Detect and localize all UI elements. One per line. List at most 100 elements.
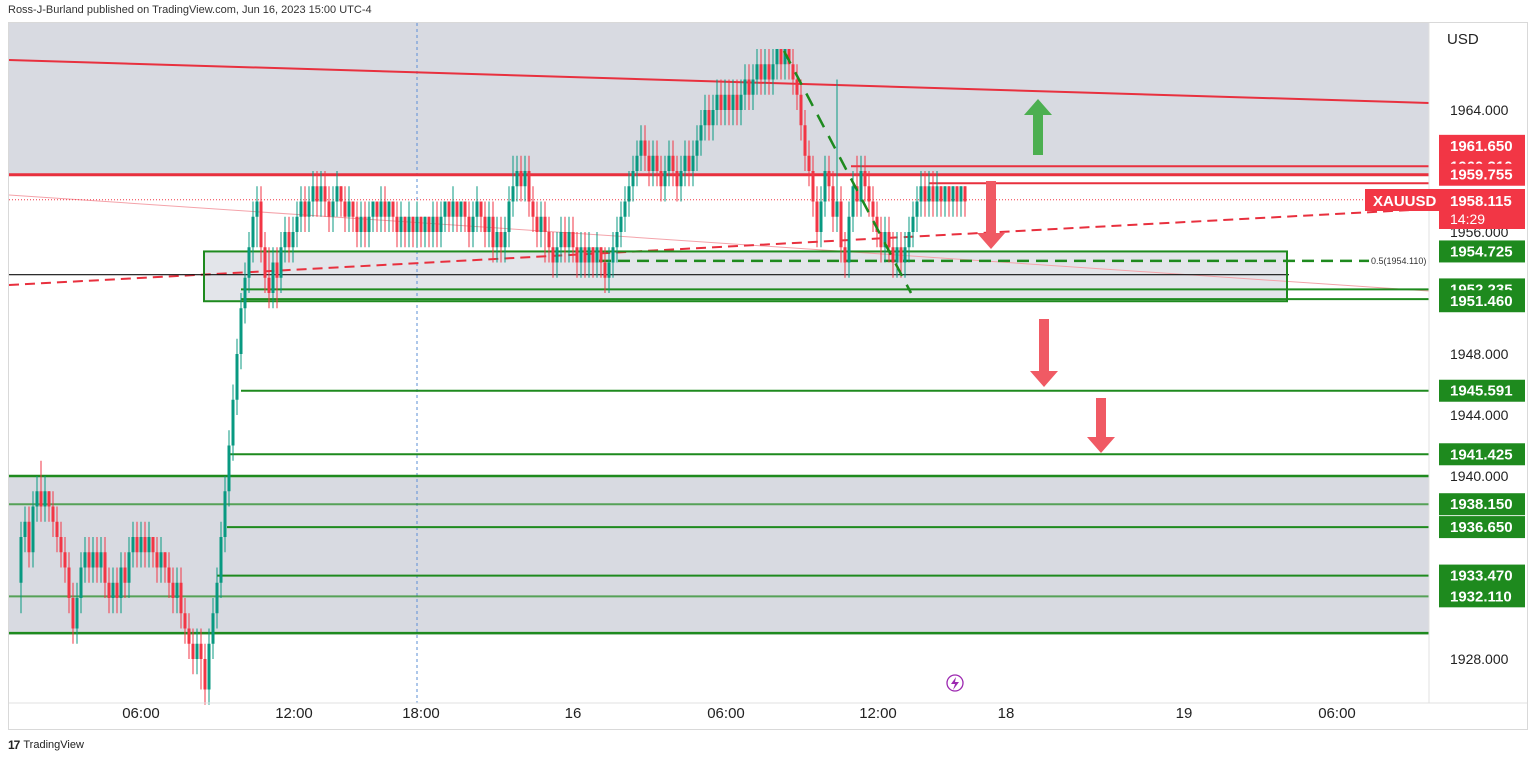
- candle-body: [795, 79, 799, 95]
- candle: [539, 201, 543, 248]
- candle: [503, 216, 507, 263]
- chart-area[interactable]: 0.5(1954.110) USD 1928.000 1940.000 1944.00…: [8, 22, 1528, 730]
- down-arrow-icon-1: [977, 181, 1005, 249]
- candle-body: [571, 232, 575, 248]
- candle-body: [407, 216, 411, 232]
- candle: [627, 171, 631, 217]
- candle: [939, 186, 943, 217]
- candle: [699, 110, 703, 156]
- candle: [891, 232, 895, 278]
- candle-body: [659, 171, 663, 187]
- candle-body: [123, 567, 127, 583]
- candle-body: [711, 110, 715, 126]
- candle-body: [87, 552, 91, 568]
- candle: [255, 186, 259, 248]
- candle-body: [519, 171, 523, 187]
- support-box: [203, 250, 1288, 303]
- candle: [123, 552, 127, 598]
- candle: [531, 186, 535, 232]
- candle: [843, 232, 847, 278]
- candle-body: [319, 186, 323, 202]
- candle-body: [219, 537, 223, 583]
- candle-body: [443, 201, 447, 217]
- candle-body: [667, 155, 671, 171]
- price-badge: 1951.460: [1439, 290, 1525, 313]
- candle-body: [615, 232, 619, 248]
- upper-grey-zone: [9, 23, 1429, 175]
- price-badge: 1961.650: [1439, 134, 1525, 157]
- candle: [563, 216, 567, 263]
- candle-body: [491, 216, 495, 248]
- candle-body: [907, 232, 911, 248]
- price-badge: 1932.110: [1439, 585, 1525, 608]
- swing-dashed-line: [782, 50, 913, 294]
- candle-body: [855, 186, 859, 202]
- candle: [199, 628, 203, 690]
- candle-body: [503, 232, 507, 248]
- candle-body: [691, 155, 695, 171]
- price-chart[interactable]: 0.5(1954.110) USD 1928.000 1940.000 1944.00…: [9, 23, 1527, 729]
- candle-body: [343, 201, 347, 217]
- candle-body: [95, 552, 99, 568]
- candle-body: [671, 155, 675, 171]
- candle: [19, 521, 23, 614]
- candle: [275, 247, 279, 309]
- candle: [315, 171, 319, 217]
- price-badge-bg: [1439, 134, 1525, 157]
- candle: [131, 521, 135, 568]
- candle-body: [435, 216, 439, 232]
- price-badge: 1933.470: [1439, 564, 1525, 587]
- candle: [391, 201, 395, 232]
- candle-body: [915, 201, 919, 217]
- candle: [747, 64, 751, 110]
- y-tick-label: 1964.000: [1450, 102, 1509, 118]
- candle-body: [387, 201, 391, 217]
- candle: [863, 155, 867, 202]
- candle: [303, 186, 307, 232]
- candle-body: [111, 582, 115, 598]
- last-price-value: 1958.115: [1450, 193, 1512, 210]
- candle: [163, 552, 167, 583]
- candle-body: [383, 201, 387, 217]
- candle-body: [539, 216, 543, 232]
- candle: [723, 79, 727, 126]
- candle: [807, 140, 811, 187]
- candle-body: [867, 186, 871, 202]
- candle-body: [235, 354, 239, 400]
- symbol-name: XAUUSD: [1373, 193, 1437, 210]
- candle: [283, 216, 287, 263]
- candle-body: [947, 186, 951, 202]
- candle-body: [243, 277, 247, 309]
- candle-body: [299, 201, 303, 217]
- candle: [311, 171, 315, 217]
- candle-body: [627, 186, 631, 202]
- candle-body: [815, 201, 819, 232]
- candle-body: [935, 186, 939, 202]
- candle-body: [47, 491, 51, 507]
- candle-body: [631, 171, 635, 187]
- currency-label: USD: [1447, 31, 1479, 48]
- candle-body: [727, 94, 731, 110]
- candle-body: [311, 186, 315, 202]
- candle: [535, 201, 539, 248]
- candle-body: [871, 201, 875, 217]
- candle-body: [251, 216, 255, 248]
- last-price-bg: [1439, 189, 1525, 229]
- candle: [287, 216, 291, 263]
- candle-body: [611, 247, 615, 263]
- candle: [599, 247, 603, 278]
- candle-body: [279, 247, 283, 278]
- candle-body: [863, 171, 867, 187]
- candle: [867, 171, 871, 217]
- candle: [439, 201, 443, 248]
- candle: [355, 201, 359, 248]
- candle-body: [451, 201, 455, 217]
- candle: [147, 521, 151, 568]
- candle-body: [399, 216, 403, 232]
- candle: [911, 201, 915, 248]
- candle: [27, 506, 31, 568]
- candle-body: [467, 216, 471, 232]
- candle-body: [683, 155, 687, 171]
- candle: [119, 552, 123, 614]
